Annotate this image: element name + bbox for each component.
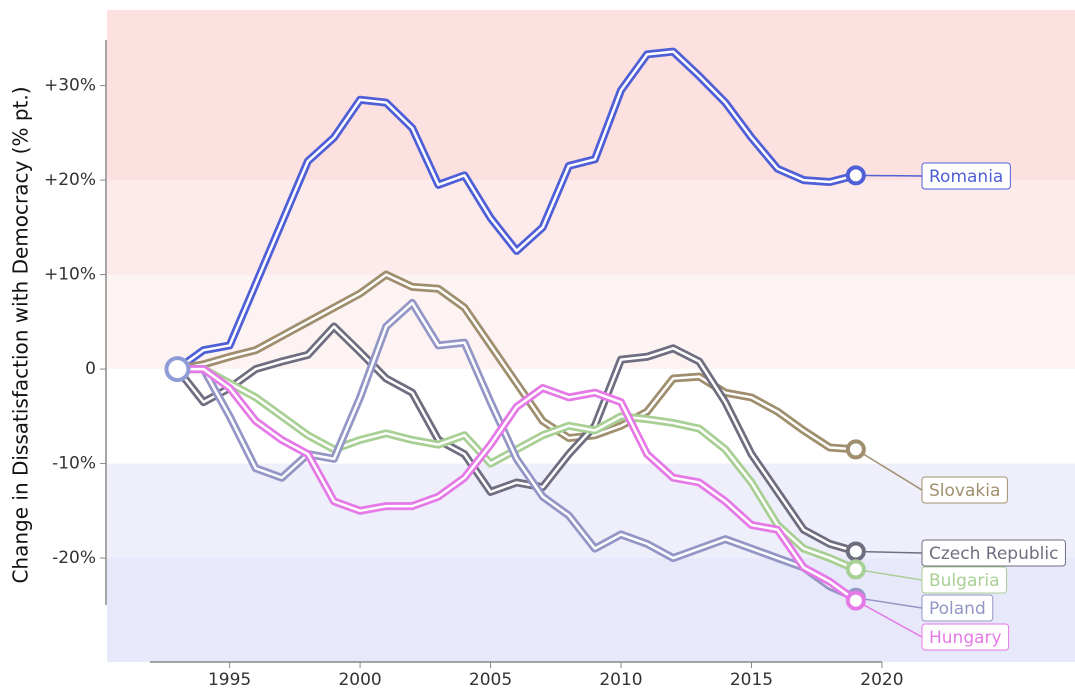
band [107, 369, 1075, 464]
x-tick-label: 2015 [730, 670, 773, 690]
y-tick-label: +10% [44, 265, 96, 285]
band [107, 180, 1075, 275]
y-tick-label: -20% [52, 548, 96, 568]
end-marker [845, 165, 866, 186]
legend-label: Slovakia [929, 481, 1000, 501]
label-leader [855, 448, 923, 491]
end-marker [845, 541, 866, 562]
legend-label: Bulgaria [929, 571, 1000, 591]
series-line-core [176, 50, 857, 371]
x-tick-label: 2010 [599, 670, 642, 690]
band [107, 558, 1075, 662]
legend-box [921, 566, 1007, 594]
legend-label: Hungary [929, 628, 1002, 648]
x-tick-label: 1995 [208, 670, 251, 690]
legend-box [921, 539, 1066, 567]
y-axis-label: Change in Dissatisfaction with Democracy… [9, 86, 33, 583]
label-leader [855, 599, 923, 638]
label-leader [855, 597, 923, 609]
y-tick-label: +20% [44, 170, 96, 190]
legend-label: Poland [929, 599, 986, 619]
legend-box [921, 594, 994, 622]
x-tick-label: 2005 [469, 670, 512, 690]
end-marker [845, 559, 866, 580]
legend-box [921, 162, 1011, 190]
band [107, 10, 1075, 86]
series-line-core [177, 367, 857, 602]
x-tick-label: 2000 [338, 670, 381, 690]
band [107, 274, 1075, 370]
end-marker [845, 590, 866, 611]
series-line-core [177, 273, 856, 451]
legend-box [921, 476, 1008, 504]
y-tick-label: 0 [85, 359, 96, 379]
label-leader [855, 568, 923, 581]
y-tick-label: -10% [52, 454, 96, 474]
label-leader [855, 174, 923, 177]
y-tick-label: +30% [44, 76, 96, 96]
legend-label: Romania [929, 167, 1003, 187]
start-marker [164, 356, 191, 383]
end-marker [845, 439, 866, 460]
series-line-core [177, 301, 857, 599]
legend-label: Czech Republic [929, 544, 1058, 564]
legend-box [921, 623, 1010, 651]
label-leader [855, 550, 923, 554]
x-tick-label: 2020 [860, 670, 903, 690]
series-line-core [176, 325, 857, 553]
